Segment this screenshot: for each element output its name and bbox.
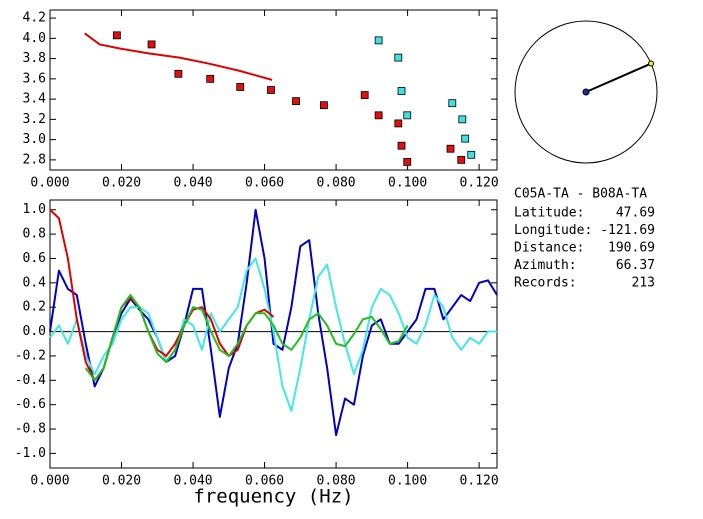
x-tick-label: 0.020 xyxy=(102,176,141,191)
x-tick-label: 0.080 xyxy=(317,474,356,489)
y-tick-label: 3.6 xyxy=(23,71,46,86)
marker xyxy=(394,119,403,128)
x-axis-title: frequency (Hz) xyxy=(193,486,353,508)
azimuth-circle xyxy=(514,20,658,164)
marker xyxy=(397,141,406,150)
x-tick-label: 0.100 xyxy=(388,176,427,191)
y-tick-label: 3.8 xyxy=(23,51,46,66)
info-label: Latitude: xyxy=(514,206,584,221)
marker xyxy=(320,101,328,110)
y-tick-label: 1.0 xyxy=(23,202,46,217)
marker xyxy=(446,144,455,153)
x-tick-label: 0.120 xyxy=(460,474,499,489)
y-tick-label: 3.2 xyxy=(23,112,46,127)
marker xyxy=(174,69,183,78)
y-tick-label: 3.0 xyxy=(23,132,46,147)
series-line xyxy=(49,208,498,437)
marker xyxy=(467,150,476,159)
info-value: 47.69 xyxy=(616,206,655,221)
x-tick-label: 0.060 xyxy=(245,474,284,489)
series-line xyxy=(84,32,273,81)
y-tick-label: -1.0 xyxy=(15,446,46,461)
y-tick-label: 2.8 xyxy=(23,152,46,167)
x-tick-label: 0.100 xyxy=(388,474,427,489)
azimuth-end xyxy=(648,60,655,67)
info-title: C05A-TA - B08A-TA xyxy=(514,187,647,202)
marker xyxy=(403,157,412,166)
marker xyxy=(112,31,121,40)
series-line xyxy=(49,257,497,412)
y-tick-label: 4.0 xyxy=(23,31,46,46)
series-line xyxy=(84,294,409,382)
marker xyxy=(458,115,467,124)
marker xyxy=(147,40,156,49)
info-label: Distance: xyxy=(514,241,584,256)
marker xyxy=(374,111,383,120)
marker xyxy=(292,97,300,106)
info-value: 213 xyxy=(632,276,655,291)
marker xyxy=(403,111,412,120)
marker xyxy=(206,74,215,83)
x-tick-label: 0.040 xyxy=(173,474,212,489)
marker xyxy=(448,99,457,108)
y-tick-label: 0.6 xyxy=(23,251,46,266)
marker xyxy=(457,155,466,164)
series-line xyxy=(49,209,275,382)
y-tick-label: 0.8 xyxy=(23,227,46,242)
info-value: 190.69 xyxy=(608,241,655,256)
info-label: Azimuth: xyxy=(514,258,577,273)
y-tick-label: 0.4 xyxy=(23,275,47,290)
marker xyxy=(360,91,369,99)
y-tick-label: -0.8 xyxy=(15,422,46,437)
marker xyxy=(461,134,470,143)
y-tick-label: 0.2 xyxy=(23,300,46,315)
y-tick-label: -0.2 xyxy=(15,348,46,363)
y-tick-label: -0.6 xyxy=(15,397,46,412)
x-tick-label: 0.060 xyxy=(245,176,284,191)
info-label: Longitude: xyxy=(514,223,592,238)
marker xyxy=(236,83,245,91)
info-value: 66.37 xyxy=(616,258,655,273)
y-tick-label: 0.0 xyxy=(23,324,46,339)
x-tick-label: 0.020 xyxy=(102,474,141,489)
y-tick-label: 3.4 xyxy=(23,92,47,107)
x-tick-label: 0.000 xyxy=(30,176,69,191)
marker xyxy=(374,36,383,45)
x-tick-label: 0.040 xyxy=(173,176,212,191)
x-tick-label: 0.080 xyxy=(317,176,356,191)
plot-frame xyxy=(49,199,498,469)
azimuth-needle xyxy=(585,62,652,93)
azimuth-center xyxy=(582,88,590,96)
marker xyxy=(394,53,403,62)
x-tick-label: 0.000 xyxy=(30,474,69,489)
x-tick-label: 0.120 xyxy=(460,176,499,191)
marker xyxy=(397,87,406,95)
info-label: Records: xyxy=(514,276,577,291)
y-tick-label: 4.2 xyxy=(23,11,46,26)
info-value: -121.69 xyxy=(600,223,655,238)
marker xyxy=(267,86,275,94)
y-tick-label: -0.4 xyxy=(15,373,46,388)
plot-frame xyxy=(49,9,498,171)
